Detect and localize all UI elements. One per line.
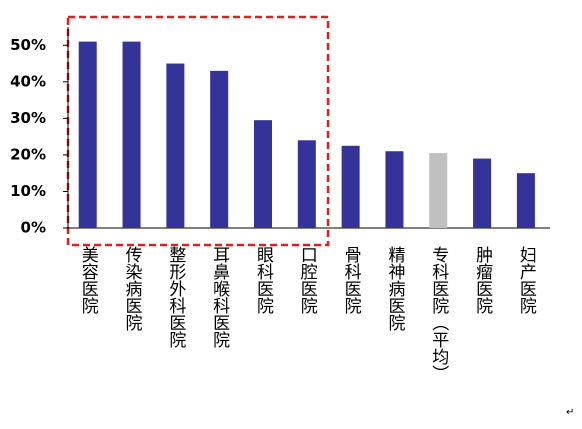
y-tick-label: 10%	[10, 182, 46, 200]
y-tick-label: 30%	[10, 109, 46, 127]
x-tick-label: 眼科医院	[253, 246, 274, 314]
y-tick-label: 40%	[10, 72, 46, 90]
x-tick-label: 专科医院（平均）	[428, 246, 449, 382]
x-tick-label: 耳鼻喉科医院	[209, 246, 230, 348]
bar	[122, 41, 141, 229]
bar	[473, 158, 492, 228]
paragraph-mark: ↵	[566, 407, 574, 418]
bar	[297, 140, 316, 228]
bar	[253, 120, 272, 228]
x-tick-label: 妇产医院	[516, 246, 537, 314]
x-tick-label: 传染病医院	[122, 246, 143, 331]
x-tick-label: 口腔医院	[297, 246, 318, 314]
bar	[429, 153, 448, 228]
x-tick-label: 骨科医院	[341, 246, 362, 314]
x-tick-label: 美容医院	[78, 246, 99, 314]
x-tick-label: 整形外科医院	[165, 246, 186, 348]
bar	[516, 173, 535, 228]
highlight-box	[66, 15, 330, 247]
bar	[385, 151, 404, 228]
bar	[78, 41, 97, 229]
bar	[166, 63, 185, 228]
y-tick-label: 50%	[10, 36, 46, 54]
y-tick-label: 0%	[21, 219, 46, 237]
x-tick-label: 肿瘤医院	[472, 246, 493, 314]
x-tick-label: 精神病医院	[384, 246, 405, 331]
bar	[210, 70, 229, 228]
y-tick-label: 20%	[10, 145, 46, 163]
bar	[341, 145, 360, 228]
